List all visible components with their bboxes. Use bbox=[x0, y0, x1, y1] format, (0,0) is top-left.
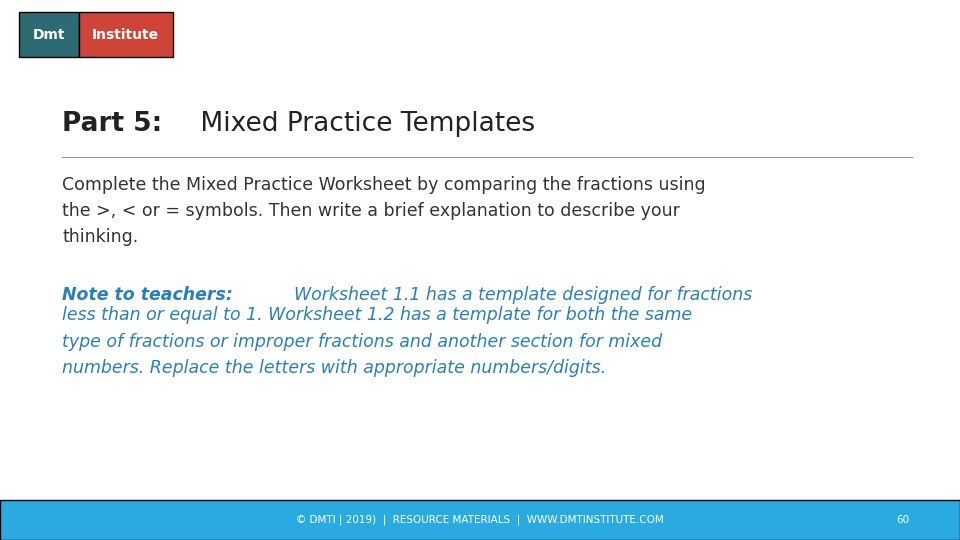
Text: Institute: Institute bbox=[92, 28, 159, 42]
FancyBboxPatch shape bbox=[19, 12, 79, 57]
Text: Mixed Practice Templates: Mixed Practice Templates bbox=[192, 111, 535, 137]
Text: © DMTI | 2019)  |  RESOURCE MATERIALS  |  WWW.DMTINSTITUTE.COM: © DMTI | 2019) | RESOURCE MATERIALS | WW… bbox=[296, 515, 664, 525]
FancyBboxPatch shape bbox=[0, 500, 960, 540]
Text: Worksheet 1.1 has a template designed for fractions: Worksheet 1.1 has a template designed fo… bbox=[283, 286, 752, 304]
Text: Dmt: Dmt bbox=[33, 28, 65, 42]
Text: Part 5:: Part 5: bbox=[62, 111, 162, 137]
Text: Note to teachers:: Note to teachers: bbox=[62, 286, 233, 304]
FancyBboxPatch shape bbox=[79, 12, 173, 57]
Text: less than or equal to 1. Worksheet 1.2 has a template for both the same
type of : less than or equal to 1. Worksheet 1.2 h… bbox=[62, 306, 692, 377]
Text: 60: 60 bbox=[896, 515, 909, 525]
Text: Complete the Mixed Practice Worksheet by comparing the fractions using
the >, < : Complete the Mixed Practice Worksheet by… bbox=[62, 176, 706, 246]
